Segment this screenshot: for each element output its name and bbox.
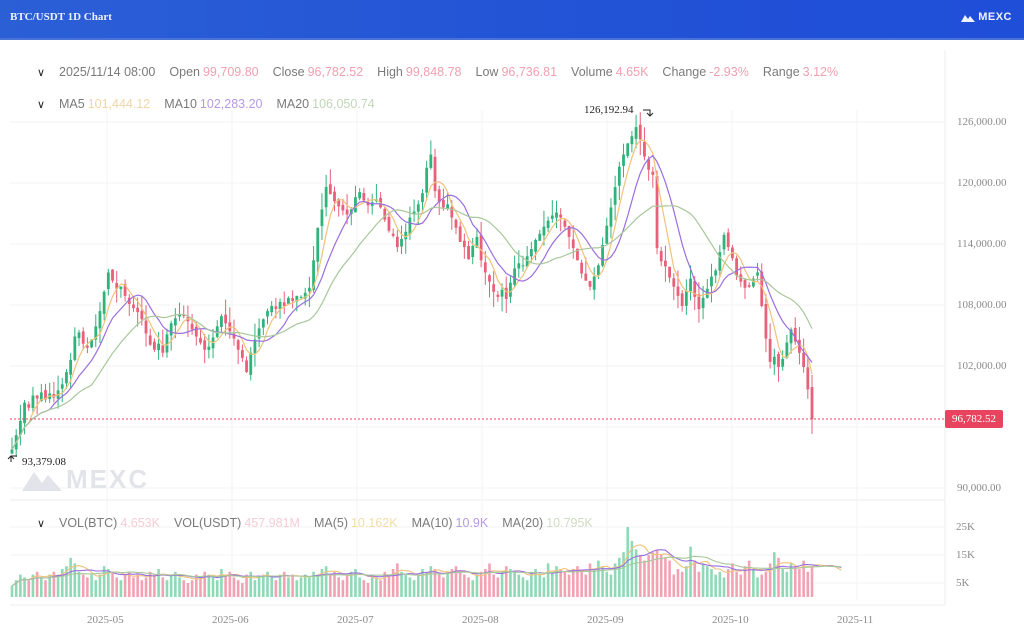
vol-ma20-value: 10.795K (546, 516, 593, 530)
mexc-watermark: MEXC (22, 464, 149, 495)
mexc-logo-icon (961, 14, 976, 22)
collapse-ma-chevron-icon[interactable]: ∨ (37, 98, 46, 111)
ma20-value: 106,050.74 (312, 97, 375, 111)
brand-name: MEXC (978, 11, 1012, 23)
price-tick: 126,000.00 (957, 116, 1007, 128)
low-annotation: 93,379.08 (22, 456, 66, 468)
close-label: Close (272, 65, 305, 79)
volume-tick: 15K (956, 549, 975, 561)
chart-header-bar: BTC/USDT 1D Chart MEXC (0, 0, 1024, 40)
vol-btc-label: VOL(BTC) (59, 516, 118, 530)
volume-tick: 5K (956, 577, 970, 589)
volume-label: Volume (571, 65, 613, 79)
time-tick: 2025-05 (87, 614, 124, 626)
price-tick: 108,000.00 (957, 299, 1007, 311)
vol-ma5-label: MA(5) (313, 516, 348, 530)
collapse-volume-chevron-icon[interactable]: ∨ (37, 517, 46, 530)
range-value: 3.12% (802, 65, 839, 79)
time-tick: 2025-10 (712, 614, 749, 626)
ma-legend: ∨ MA5 101,444.12 MA10 102,283.20 MA20 106,0… (37, 97, 389, 111)
change-label: Change (662, 65, 707, 79)
open-label: Open (169, 65, 200, 79)
range-label: Range (762, 65, 800, 79)
volume-tick: 25K (956, 521, 975, 533)
time-tick: 2025-07 (337, 614, 374, 626)
price-tick: 114,000.00 (957, 238, 1007, 250)
vol-usdt-value: 457.981M (244, 516, 300, 530)
change-value: -2.93% (709, 65, 749, 79)
mexc-watermark-icon (22, 471, 62, 491)
brand-logo: MEXC (961, 11, 1012, 23)
high-annotation: 126,192.94 (584, 104, 634, 116)
price-tick: 90,000.00 (957, 482, 1001, 494)
price-tick: 102,000.00 (957, 360, 1007, 372)
vol-ma5-value: 10.162K (350, 516, 398, 530)
collapse-ohlc-chevron-icon[interactable]: ∨ (37, 66, 46, 79)
time-tick: 2025-11 (837, 614, 874, 626)
ohlc-legend: ∨ 2025/11/14 08:00 Open 99,709.80 Close 96… (37, 65, 852, 79)
vol-ma10-label: MA(10) (411, 516, 453, 530)
time-tick: 2025-09 (587, 614, 624, 626)
close-value: 96,782.52 (307, 65, 364, 79)
ma5-label: MA5 (59, 97, 85, 111)
ma20-label: MA20 (276, 97, 310, 111)
vol-btc-value: 4.653K (120, 516, 160, 530)
time-tick: 2025-06 (212, 614, 249, 626)
volume-legend: ∨ VOL(BTC) 4.653K VOL(USDT) 457.981M MA(5)… (37, 516, 607, 530)
vol-ma10-value: 10.9K (455, 516, 489, 530)
chart-title: BTC/USDT 1D Chart (10, 11, 112, 23)
volume-value: 4.65K (615, 65, 649, 79)
last-price-tag: 96,782.52 (945, 410, 1003, 428)
open-value: 99,709.80 (202, 65, 259, 79)
time-tick: 2025-08 (462, 614, 499, 626)
ma5-value: 101,444.12 (87, 97, 151, 111)
vol-usdt-label: VOL(USDT) (173, 516, 242, 530)
watermark-text: MEXC (66, 464, 150, 494)
low-label: Low (475, 65, 499, 79)
vol-ma20-label: MA(20) (502, 516, 544, 530)
ma10-value: 102,283.20 (199, 97, 263, 111)
high-label: High (377, 65, 403, 79)
ma10-label: MA10 (164, 97, 197, 111)
low-value: 96,736.81 (501, 65, 558, 79)
price-tick: 120,000.00 (957, 177, 1007, 189)
high-value: 99,848.78 (405, 65, 462, 79)
ohlc-datetime: 2025/11/14 08:00 (59, 65, 156, 79)
